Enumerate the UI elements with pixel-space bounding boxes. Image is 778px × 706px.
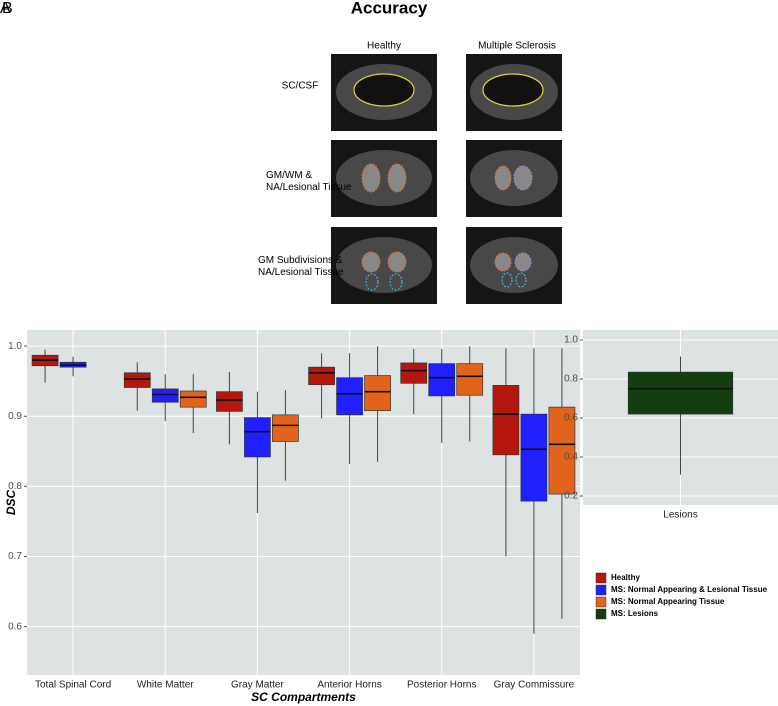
box <box>520 413 548 502</box>
x-tick-label: Gray Commissure <box>494 680 575 691</box>
legend-swatch <box>595 572 607 584</box>
x-tick-label: Posterior Horns <box>407 680 476 691</box>
y-tick-label: 0.6 <box>8 621 22 632</box>
y-tick-label: 1.0 <box>8 341 22 352</box>
mri-images <box>331 54 562 304</box>
box <box>179 390 207 408</box>
box <box>428 363 456 397</box>
y-tick-label: 1.0 <box>564 335 578 346</box>
y-axis-label: DSC <box>4 490 18 516</box>
legend-label: MS: Lesions <box>611 609 659 618</box>
box <box>492 385 520 456</box>
panel-label: A <box>0 0 11 17</box>
row-label: GM Subdivisions & NA/Lesional Tissue <box>258 255 344 278</box>
box <box>151 388 179 403</box>
box <box>400 362 428 384</box>
y-tick-label: 0.7 <box>8 551 22 562</box>
y-tick-label: 0.2 <box>564 491 578 502</box>
panel-label: B <box>2 0 13 17</box>
y-tick-label: 0.8 <box>8 481 22 492</box>
y-tick-label: 0.9 <box>8 411 22 422</box>
plot-background <box>27 330 580 675</box>
box <box>548 406 576 495</box>
x-tick-label: Gray Matter <box>231 680 284 691</box>
box <box>308 366 335 386</box>
legend-label: MS: Normal Appearing Tissue <box>611 597 725 606</box>
y-tick-label: 0.6 <box>564 413 578 424</box>
column-header: Multiple Sclerosis <box>478 41 556 52</box>
box <box>456 363 484 396</box>
box <box>336 377 363 416</box>
x-tick-label: Lesions <box>663 510 697 521</box>
legend-label: MS: Normal Appearing & Lesional Tissue <box>611 585 768 594</box>
title: Accuracy <box>351 0 428 17</box>
legend-swatch <box>595 596 607 608</box>
box <box>272 414 299 442</box>
x-tick-label: White Matter <box>137 680 194 691</box>
box <box>364 375 391 411</box>
box <box>216 391 243 412</box>
row-label: SC/CSF <box>282 81 319 92</box>
y-tick-label: 0.4 <box>564 452 578 463</box>
legend-label: Healthy <box>611 573 640 582</box>
box <box>627 371 734 415</box>
column-header: Healthy <box>367 41 401 52</box>
y-tick-label: 0.8 <box>564 374 578 385</box>
row-label: GM/WM & NA/Lesional Tissue <box>266 170 352 193</box>
box <box>244 417 271 458</box>
legend-swatch <box>595 608 607 620</box>
x-tick-label: Total Spinal Cord <box>35 680 111 691</box>
x-tick-label: Anterior Horns <box>317 680 381 691</box>
x-axis-label: SC Compartments <box>251 690 356 704</box>
box <box>123 372 151 388</box>
legend-swatch <box>595 584 607 596</box>
